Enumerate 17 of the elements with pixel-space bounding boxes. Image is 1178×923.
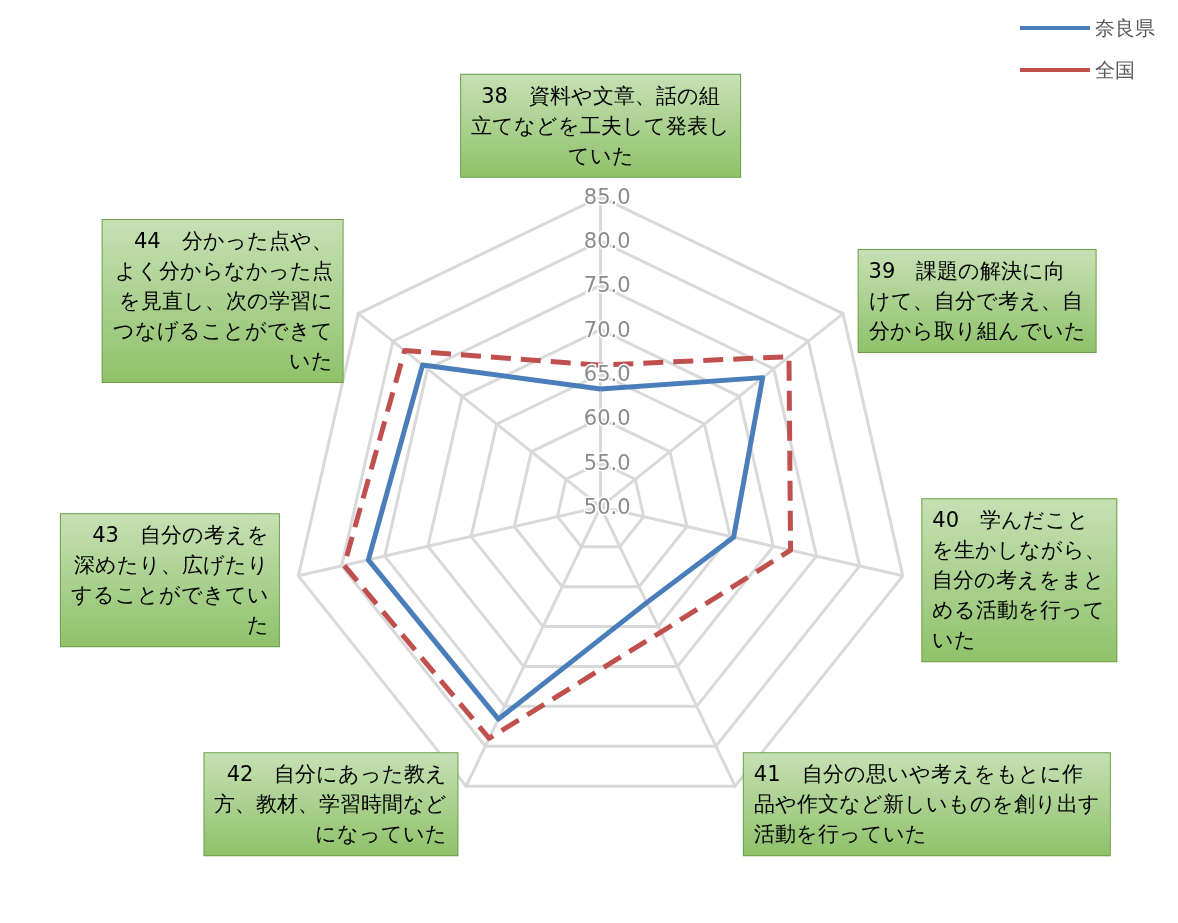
spoke-label: 40 学んだことを生かしながら、自分の考えをまとめる活動を行っていた — [932, 508, 1107, 653]
y-tick-label: 65.0 — [583, 361, 631, 386]
spoke-label: 38 資料や文章、話の組立てなどを工夫して発表していた — [471, 83, 731, 168]
y-tick-label: 55.0 — [583, 450, 631, 475]
legend-label: 全国 — [1095, 58, 1135, 82]
spoke-label: 43 自分の考えを深めたり、広げたりすることができていた — [70, 523, 269, 638]
y-tick-label: 75.0 — [583, 273, 631, 298]
spoke-label: 41 自分の思いや考えをもとに作品や作文など新しいものを創り出す活動を行っていた — [753, 762, 1100, 847]
spoke-label: 44 分かった点や、よく分からなかった点を見直し、次の学習につなげることができていた — [112, 229, 333, 374]
spoke-label: 42 自分にあった教え方、教材、学習時間などになっていた — [214, 762, 448, 847]
y-tick-label: 85.0 — [583, 184, 631, 209]
y-tick-label: 60.0 — [583, 406, 631, 431]
legend-label: 奈良県 — [1095, 16, 1155, 40]
y-tick-label: 80.0 — [583, 229, 631, 254]
spoke-label: 39 課題の解決に向けて、自分で考え、自分から取り組んでいた — [868, 259, 1086, 344]
y-tick-label: 70.0 — [583, 317, 631, 342]
y-tick-label: 50.0 — [583, 494, 631, 519]
